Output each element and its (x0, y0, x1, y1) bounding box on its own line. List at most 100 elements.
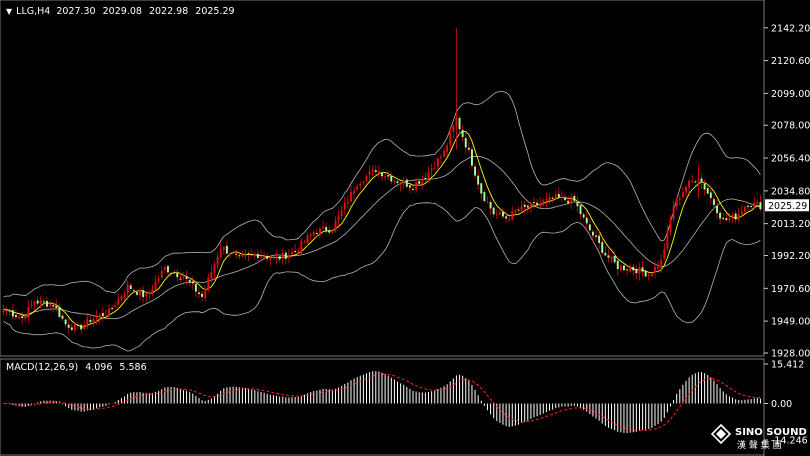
candle-body (222, 246, 225, 250)
candle-body (502, 211, 504, 217)
candle-body (542, 200, 545, 204)
candle-body (697, 179, 700, 182)
candle-body (678, 198, 681, 200)
candle-body (272, 256, 275, 258)
candle-body (548, 197, 551, 201)
candle-body (706, 187, 709, 194)
price-tick-label: 1992.20 (771, 251, 810, 262)
candle-body (567, 200, 570, 204)
candle-body (328, 230, 331, 233)
candle-body (461, 129, 464, 137)
macd-pane[interactable]: 15.412 0.00 -14.246 (0, 358, 808, 456)
chart-menu-triangle-icon[interactable]: ▼ (6, 6, 13, 16)
candle-body (49, 303, 52, 307)
candle-body (672, 206, 675, 219)
candle-body (322, 227, 325, 229)
candle-body (579, 205, 582, 215)
candle-body (585, 217, 588, 224)
bollinger-bands (3, 91, 761, 352)
candle-body (365, 175, 368, 182)
candle-body (588, 224, 591, 231)
candle-body (170, 272, 173, 274)
price-tick-label: 2078.00 (771, 121, 810, 132)
candle-body (616, 260, 619, 270)
candle-body (747, 205, 750, 207)
candle-body (570, 197, 573, 203)
candle-body (371, 168, 374, 172)
candle-body (86, 318, 89, 327)
candle-body (244, 254, 247, 256)
candle-body (135, 292, 138, 295)
candle-body (381, 172, 383, 177)
candle-body (737, 213, 740, 220)
candle-body (700, 178, 703, 183)
candle-body (229, 254, 231, 256)
candle-body (709, 192, 712, 199)
candle-body (458, 117, 461, 130)
candle-body (433, 167, 436, 169)
candle-body (675, 198, 678, 207)
candle-body (117, 298, 120, 305)
macd-signal-value: 5.586 (119, 362, 147, 373)
candle-body (21, 316, 24, 319)
candle-body (353, 191, 356, 194)
ohlc-close: 2025.29 (195, 5, 235, 17)
candle-body (36, 300, 39, 304)
bollinger-upper-line (3, 91, 761, 298)
candle-body (663, 249, 666, 259)
macd-title: MACD(12,26,9) (6, 362, 79, 373)
candle-body (564, 198, 566, 201)
candle-body (520, 206, 523, 211)
candle-body (266, 256, 269, 259)
candle-body (201, 293, 204, 297)
candle-body (523, 204, 526, 207)
candle-body (415, 182, 418, 190)
candle-body (191, 281, 194, 284)
candle-body (61, 315, 64, 319)
candle-body (216, 256, 219, 265)
price-axis[interactable]: 2142.20 2120.60 2099.00 2078.00 2056.40 2034.… (763, 0, 810, 360)
candle-body (238, 255, 241, 257)
candle-body (173, 272, 176, 274)
candle-body (142, 290, 145, 298)
candle-body (536, 202, 539, 205)
candle-body (334, 221, 337, 231)
candle-body (24, 317, 27, 319)
candle-body (474, 166, 477, 176)
candle-body (511, 211, 514, 220)
candle-body (325, 227, 328, 232)
candle-body (595, 235, 598, 237)
bollinger-lower-line (3, 202, 761, 352)
candle-body (92, 318, 95, 324)
candle-body (14, 315, 17, 317)
candle-body (613, 255, 616, 263)
price-tick-label: 2013.20 (771, 219, 810, 230)
candle-body (604, 252, 607, 256)
candle-body (408, 185, 411, 188)
candle-body (5, 309, 8, 311)
candle-body (185, 276, 188, 279)
ohlc-open: 2027.30 (56, 5, 96, 17)
price-tick-label: 2056.40 (771, 154, 810, 165)
candle-body (601, 242, 604, 253)
candle-body (719, 212, 722, 219)
candle-body (669, 219, 672, 232)
candle-body (2, 308, 5, 313)
price-pane[interactable] (0, 0, 765, 357)
candle-body (492, 207, 495, 215)
candle-body (111, 307, 114, 309)
candle-body (52, 305, 55, 307)
candle-body (694, 181, 697, 183)
candle-body (647, 274, 650, 276)
candle-body (681, 192, 684, 198)
candle-body (716, 205, 718, 214)
candle-body (654, 266, 656, 273)
candle-body (551, 197, 554, 199)
candle-body (188, 279, 191, 283)
candle-body (554, 194, 557, 199)
candle-body (256, 253, 259, 258)
macd-signal-line (3, 373, 761, 432)
candle-body (318, 228, 321, 234)
chart-header: ▼ LLG,H4 2027.30 2029.08 2022.98 2025.29 (6, 4, 239, 18)
